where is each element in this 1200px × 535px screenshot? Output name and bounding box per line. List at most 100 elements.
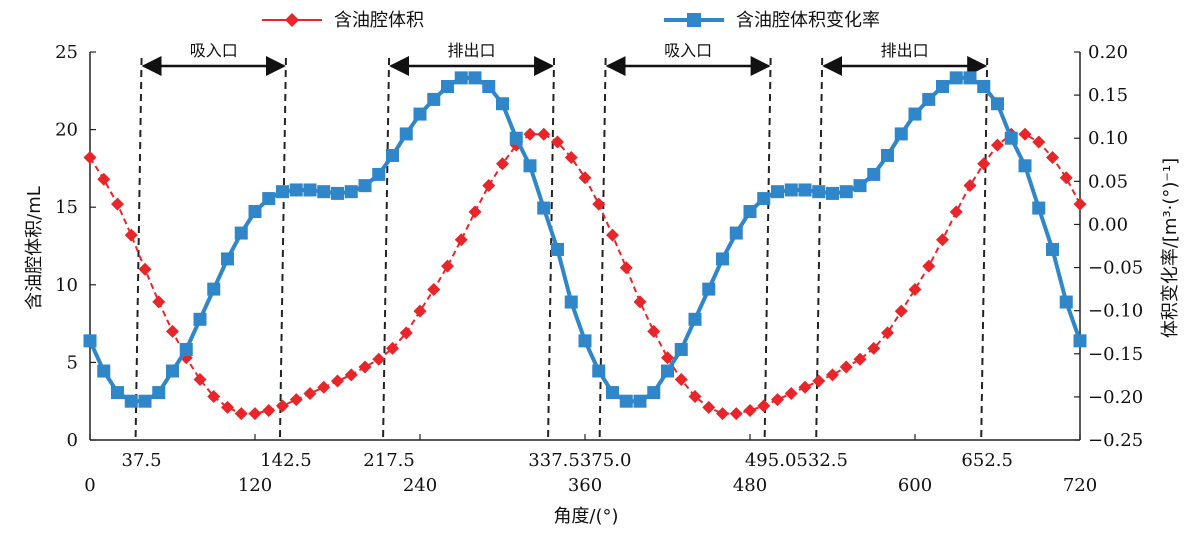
point-volume-rate — [399, 127, 413, 141]
point-volume — [647, 324, 661, 338]
point-volume-rate — [1018, 159, 1032, 173]
point-volume — [674, 372, 688, 386]
region-markers: 吸入口 排出口 吸入口 排出口 — [134, 41, 989, 441]
point-volume-rate — [207, 282, 221, 296]
point-volume-rate — [152, 386, 166, 400]
point-volume-rate — [1032, 201, 1046, 215]
y-right-tick-label: −0.05 — [1088, 258, 1143, 279]
point-volume-rate — [936, 79, 949, 93]
point-volume — [523, 127, 537, 141]
point-volume-rate — [234, 226, 248, 240]
point-volume — [289, 393, 303, 407]
point-volume-rate — [468, 71, 482, 85]
y-left-tick-label: 10 — [55, 275, 78, 296]
y-right-tick-label: 0.05 — [1088, 171, 1128, 192]
point-volume-rate — [826, 186, 839, 200]
point-volume-rate — [606, 386, 619, 400]
point-volume-rate — [193, 312, 207, 326]
point-volume-rate — [894, 127, 908, 141]
point-volume — [771, 393, 784, 407]
y-left-tick-label: 0 — [67, 430, 78, 451]
point-volume-rate — [771, 185, 784, 199]
point-volume-rate — [949, 71, 963, 85]
point-volume — [441, 259, 454, 273]
region-label: 排出口 — [448, 41, 496, 60]
series-group — [83, 71, 1087, 421]
point-volume — [234, 407, 248, 421]
point-volume — [1059, 171, 1073, 185]
x-tick-label-upper: 652.5 — [961, 450, 1013, 471]
point-volume-rate — [523, 159, 537, 173]
point-volume — [922, 259, 936, 273]
region-label: 吸入口 — [190, 41, 238, 60]
point-volume-rate — [564, 295, 578, 309]
point-volume — [949, 205, 963, 219]
x-tick-label: 120 — [238, 475, 272, 496]
point-volume — [757, 399, 771, 413]
point-volume-rate — [303, 183, 317, 197]
point-volume — [894, 304, 908, 318]
point-volume-rate — [908, 107, 922, 121]
point-volume — [248, 407, 262, 421]
point-volume — [977, 157, 991, 171]
point-volume-rate — [537, 201, 551, 215]
point-volume-rate — [784, 183, 798, 197]
point-volume — [124, 228, 138, 242]
region-boundary-end — [278, 57, 287, 441]
y-axis-right-ticks: −0.25 −0.20 −0.15 −0.10 −0.05 0.00 0.05 0.10 0.1… — [1074, 42, 1143, 451]
point-volume — [661, 351, 674, 365]
point-volume — [358, 360, 372, 374]
point-volume — [372, 352, 386, 366]
y-left-tick-label: 25 — [55, 42, 78, 63]
y-left-tick-label: 20 — [55, 120, 78, 141]
point-volume-rate — [619, 394, 633, 408]
x-tick-label: 480 — [733, 475, 767, 496]
point-volume-rate — [716, 252, 729, 266]
point-volume — [262, 404, 276, 418]
region-boundary-start — [134, 57, 143, 441]
point-volume-rate — [386, 148, 399, 162]
legend-marker-volume — [285, 13, 299, 27]
point-volume-rate — [922, 92, 936, 106]
point-volume — [427, 282, 441, 296]
y-right-tick-label: −0.20 — [1088, 387, 1143, 408]
point-volume — [276, 399, 289, 413]
series-volume-rate — [83, 71, 1087, 408]
point-volume-rate — [248, 205, 262, 219]
y-right-tick-label: 0.00 — [1088, 214, 1128, 235]
point-volume-rate — [97, 364, 111, 378]
point-volume-rate — [702, 282, 716, 296]
point-volume — [207, 390, 221, 404]
point-volume — [826, 368, 839, 382]
point-volume — [702, 400, 716, 414]
point-volume-rate — [124, 394, 138, 408]
point-volume — [991, 138, 1004, 152]
point-volume — [564, 151, 578, 165]
point-volume — [97, 172, 111, 186]
point-volume-rate — [276, 185, 289, 199]
point-volume-rate — [331, 186, 344, 200]
point-volume — [1073, 197, 1087, 211]
point-volume — [138, 262, 152, 276]
point-volume-rate — [674, 342, 688, 356]
point-volume-rate — [867, 167, 881, 181]
point-volume — [111, 197, 124, 211]
point-volume-rate — [743, 205, 757, 219]
point-volume — [853, 352, 867, 366]
series-volume — [83, 127, 1087, 421]
point-volume-rate — [1059, 295, 1073, 309]
point-volume-rate — [166, 364, 179, 378]
point-volume-rate — [757, 192, 771, 206]
point-volume — [592, 197, 606, 211]
y-left-tick-label: 5 — [67, 352, 78, 373]
point-volume — [606, 228, 619, 242]
y-axis-right-label: 体积变化率/[m³·(°)⁻¹] — [1160, 158, 1181, 338]
point-volume-rate — [179, 342, 193, 356]
y-right-tick-label: −0.15 — [1088, 344, 1143, 365]
y-right-tick-label: 0.15 — [1088, 85, 1128, 106]
point-volume-rate — [427, 92, 441, 106]
point-volume — [881, 326, 894, 340]
point-volume — [152, 295, 166, 309]
point-volume — [386, 341, 399, 355]
